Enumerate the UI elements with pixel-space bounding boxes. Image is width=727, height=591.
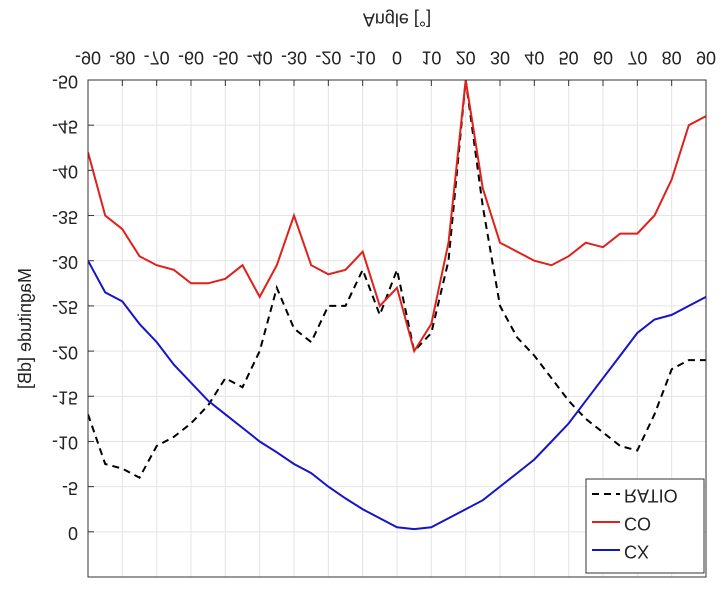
x-tick-label: 30 — [490, 47, 510, 67]
x-tick-label: -70 — [144, 47, 170, 67]
series-line — [88, 80, 706, 354]
y-tick-label: -25 — [52, 297, 78, 317]
x-tick-label: 40 — [524, 47, 544, 67]
legend-label: RATIO — [624, 485, 678, 505]
x-tick-label: 20 — [456, 47, 476, 67]
x-tick-label: 70 — [627, 47, 647, 67]
x-tick-label: -60 — [178, 47, 204, 67]
legend-label: CO — [624, 513, 651, 533]
y-tick-label: -45 — [52, 116, 78, 136]
chart-title: Angle [°] — [363, 9, 431, 29]
y-tick-label: 0 — [68, 523, 78, 543]
x-tick-label: -80 — [109, 47, 135, 67]
y-tick-label: -30 — [52, 252, 78, 272]
y-tick-label: -50 — [52, 71, 78, 91]
series-line — [88, 260, 706, 531]
y-tick-label: -35 — [52, 207, 78, 227]
y-tick-label: -40 — [52, 162, 78, 182]
axes-frame — [87, 79, 707, 578]
x-tick-label: 0 — [392, 47, 402, 67]
y-tick-label: -20 — [52, 342, 78, 362]
y-tick-label: -10 — [52, 433, 78, 453]
x-tick-label: 60 — [593, 47, 613, 67]
x-tick-label: 10 — [421, 47, 441, 67]
x-tick-label: -90 — [75, 47, 101, 67]
y-tick-label: -15 — [52, 388, 78, 408]
x-tick-label: 50 — [559, 47, 579, 67]
x-tick-label: -10 — [350, 47, 376, 67]
x-tick-label: 90 — [696, 47, 716, 67]
x-tick-label: -30 — [281, 47, 307, 67]
y-axis-label: Magnitude [dB] — [15, 268, 35, 389]
legend-label: CX — [624, 541, 649, 561]
x-tick-label: -40 — [247, 47, 273, 67]
x-tick-label: 80 — [662, 47, 682, 67]
x-tick-label: -50 — [212, 47, 238, 67]
x-tick-label: -20 — [315, 47, 341, 67]
y-tick-label: -5 — [62, 478, 78, 498]
